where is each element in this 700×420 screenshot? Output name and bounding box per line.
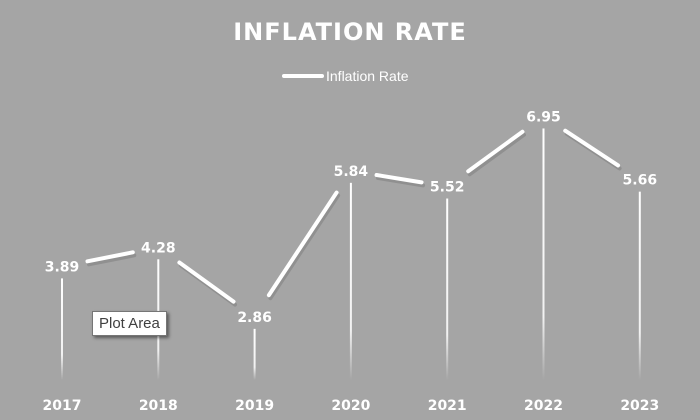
series-segment-2022-2023[interactable] — [563, 128, 621, 168]
x-tick-2017: 2017 — [43, 398, 82, 414]
data-label-2022: 6.95 — [526, 109, 561, 125]
series-segment-2020-2021[interactable] — [374, 173, 424, 185]
x-tick-2022: 2022 — [524, 398, 563, 414]
series-segment-shadow — [467, 132, 526, 177]
x-tick-2023: 2023 — [620, 398, 659, 414]
chart-title: INFLATION RATE — [233, 18, 467, 46]
x-tick-2020: 2020 — [331, 398, 370, 414]
data-label-2017: 3.89 — [45, 259, 80, 275]
drop-line-2019 — [253, 328, 256, 380]
series-segment-2018-2019[interactable] — [177, 260, 236, 304]
data-label-2023: 5.66 — [623, 173, 658, 189]
data-label-2021: 5.52 — [430, 180, 465, 196]
data-label-2018: 4.28 — [141, 240, 176, 256]
data-label-2019: 2.86 — [237, 310, 272, 326]
legend[interactable]: Inflation Rate — [282, 68, 409, 84]
series-segment-2021-2022[interactable] — [466, 129, 525, 174]
series-line[interactable] — [85, 128, 622, 307]
series-segment-shadow — [87, 253, 137, 267]
drop-line-2023 — [638, 191, 641, 380]
drop-line-2022 — [542, 128, 545, 380]
legend-label: Inflation Rate — [326, 68, 409, 84]
series-segment-shadow — [376, 176, 426, 188]
x-tick-2019: 2019 — [235, 398, 274, 414]
drop-line-2017 — [61, 278, 63, 380]
x-tick-2018: 2018 — [139, 398, 178, 414]
x-axis-tick-labels: 2017 2018 2019 2020 2021 2022 2023 — [43, 398, 660, 414]
data-labels: 3.89 4.28 2.86 5.84 5.52 6.95 5.66 — [45, 109, 657, 325]
series-segment-2019-2020[interactable] — [266, 190, 339, 298]
x-tick-2021: 2021 — [428, 398, 467, 414]
data-label-2020: 5.84 — [334, 164, 369, 180]
drop-line-2021 — [446, 198, 449, 380]
series-segment-2017-2018[interactable] — [85, 250, 135, 264]
series-segment-shadow — [268, 193, 341, 301]
plot-area-tooltip: Plot Area — [92, 311, 167, 336]
drop-line-2020 — [349, 182, 352, 380]
